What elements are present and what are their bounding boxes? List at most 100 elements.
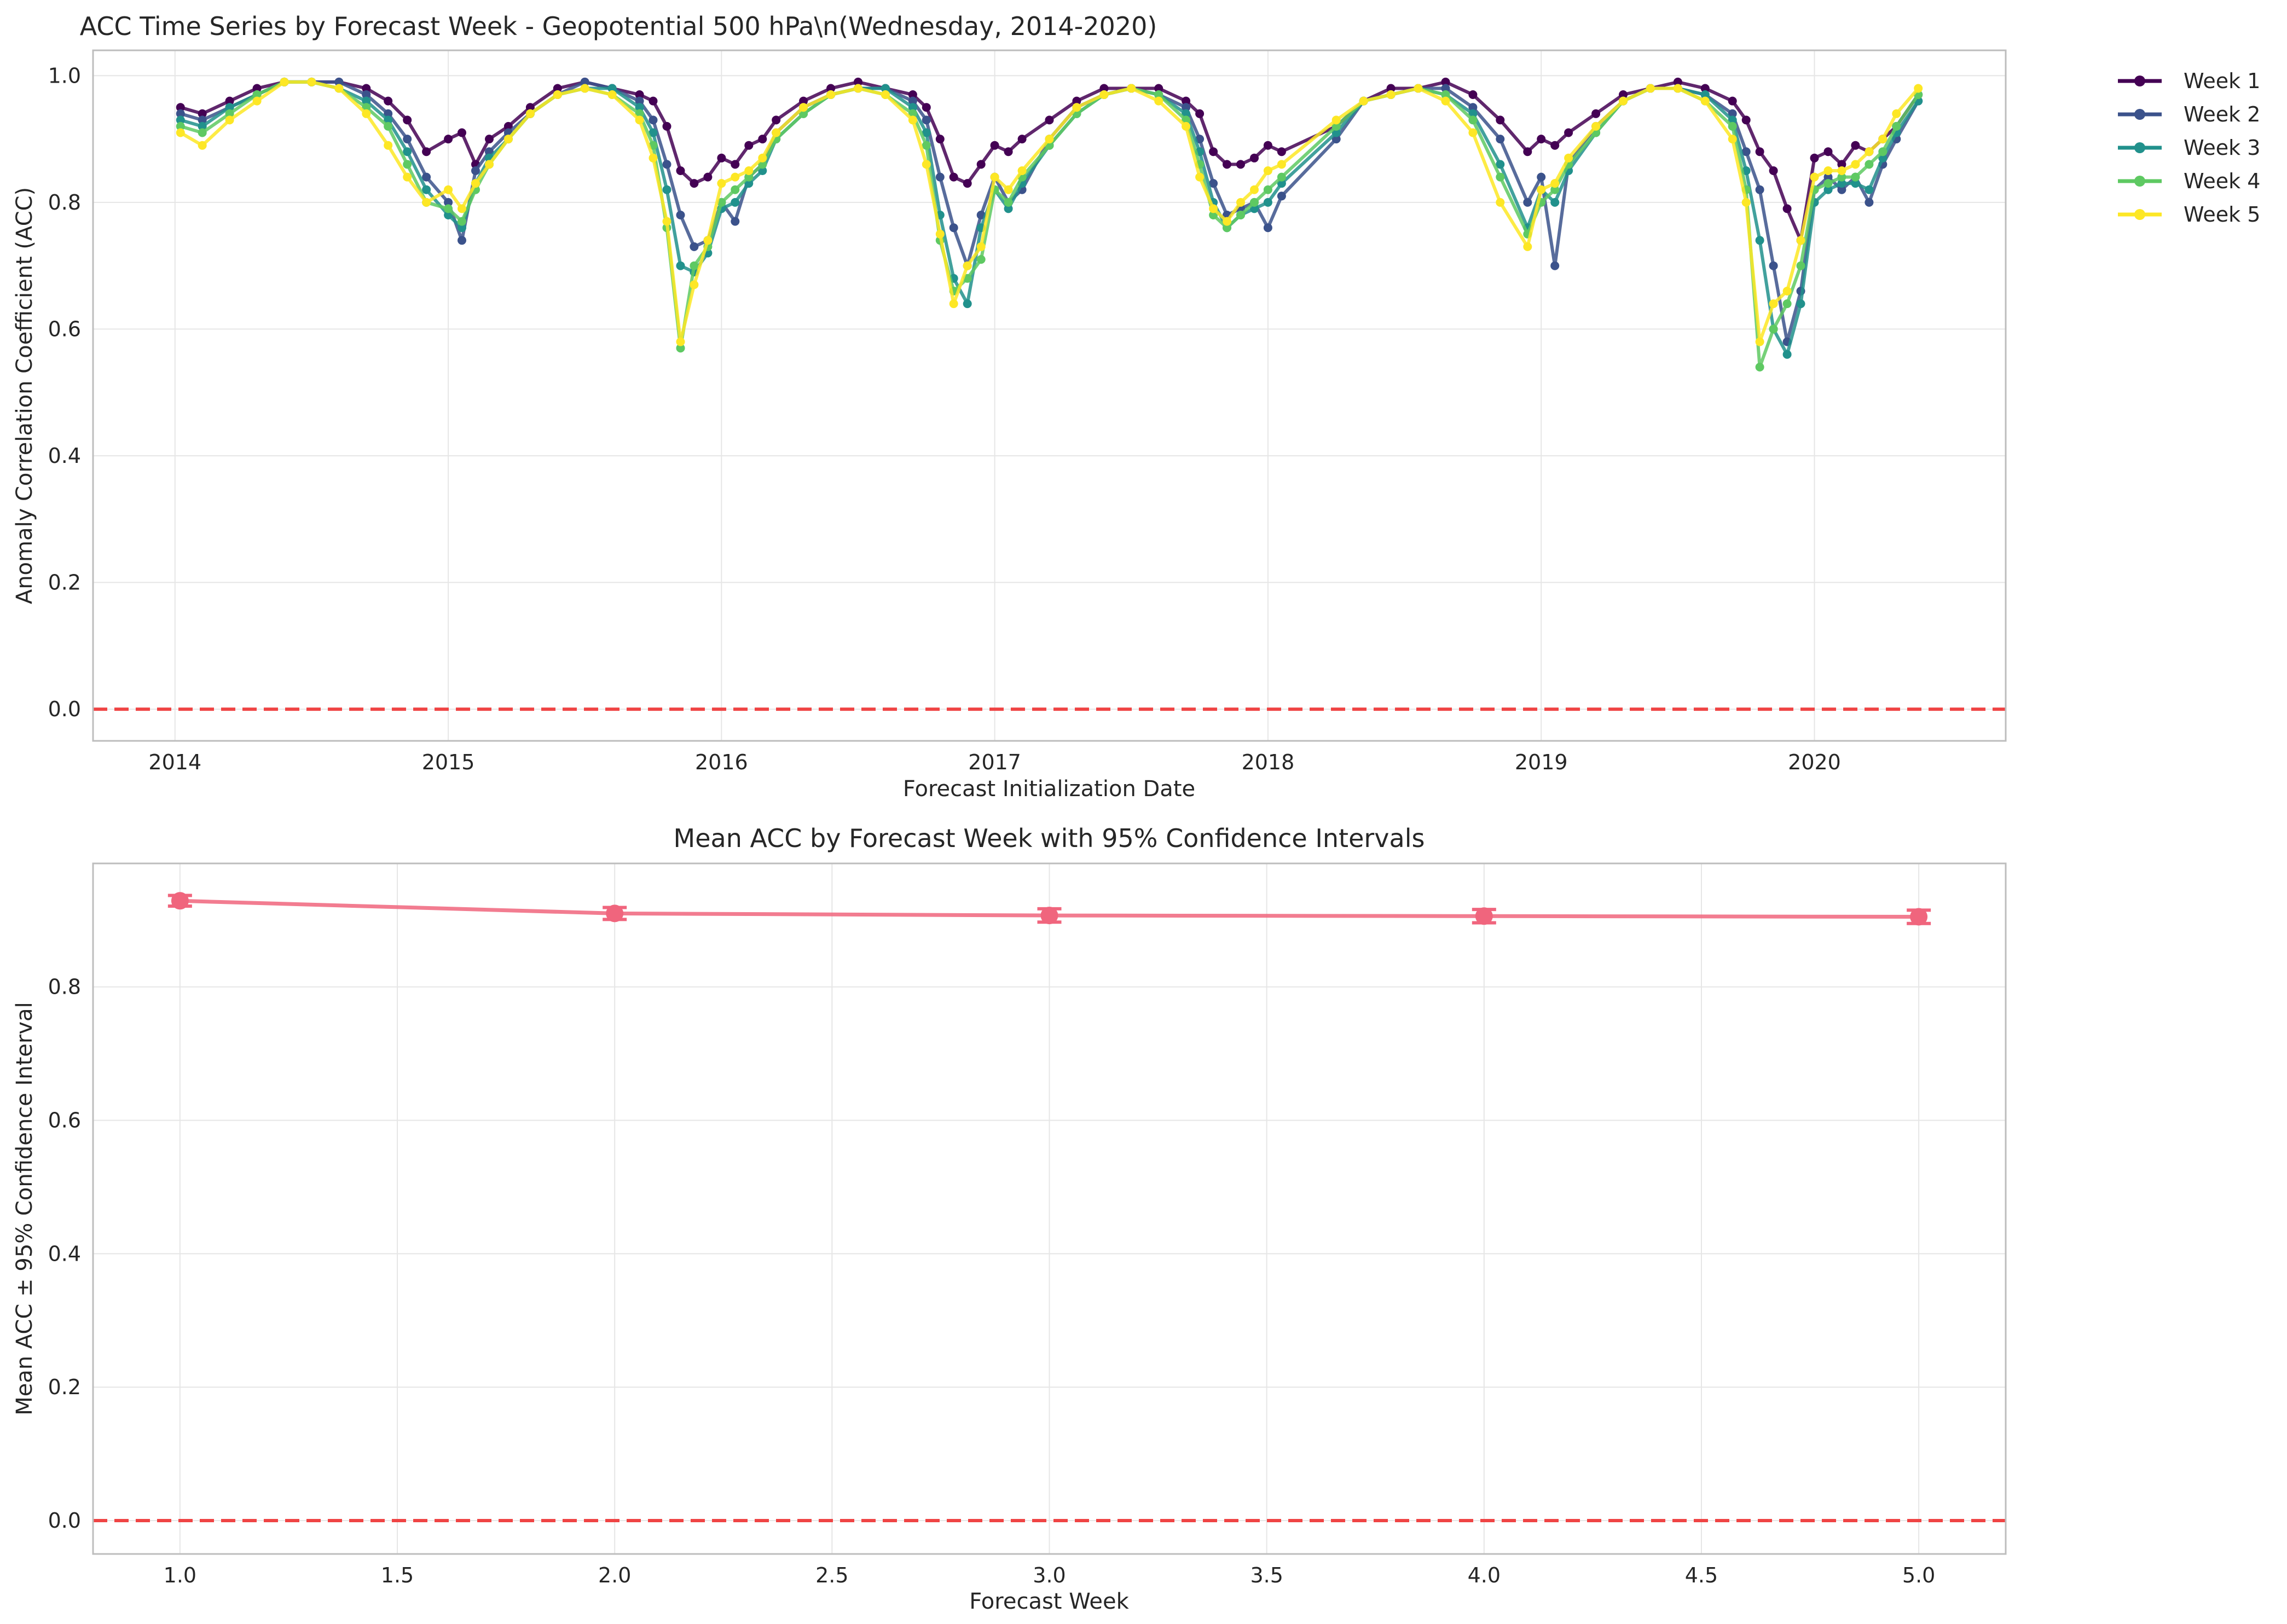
data-point (422, 172, 431, 182)
y-axis-label: Anomaly Correlation Coefficient (ACC) (12, 187, 37, 604)
data-point (606, 904, 624, 923)
data-point (1209, 204, 1218, 213)
data-point (1072, 103, 1081, 112)
data-point (662, 160, 671, 169)
data-point (1223, 160, 1231, 169)
data-point (1468, 128, 1478, 137)
data-point (1782, 287, 1792, 295)
data-point (690, 179, 699, 188)
data-point (1209, 179, 1218, 188)
data-point (1127, 84, 1136, 93)
data-point (1865, 160, 1874, 169)
y-tick-label: 0.6 (48, 317, 81, 341)
data-point (1851, 179, 1860, 188)
data-point (758, 153, 767, 163)
data-point (1182, 121, 1191, 131)
data-point (225, 96, 234, 106)
data-point (1468, 115, 1478, 125)
data-point (1277, 147, 1286, 156)
data-point (1728, 135, 1737, 144)
data-point (662, 185, 671, 194)
data-point (1468, 103, 1478, 112)
data-point (1619, 96, 1628, 106)
data-point (1195, 172, 1205, 182)
legend-label: Week 5 (2184, 202, 2260, 227)
data-point (1475, 907, 1493, 925)
data-point (1619, 90, 1628, 99)
data-point (1769, 299, 1778, 309)
data-point (772, 128, 781, 137)
data-point (922, 115, 931, 125)
data-point (1040, 907, 1058, 925)
data-point (662, 121, 671, 131)
data-point (1865, 185, 1874, 194)
x-tick-label: 4.0 (1468, 1563, 1501, 1587)
data-point (963, 179, 972, 188)
data-point (1250, 185, 1259, 194)
data-point (703, 172, 713, 182)
data-point (963, 261, 972, 270)
data-point (963, 299, 972, 309)
data-point (676, 211, 685, 219)
data-point (1741, 115, 1751, 125)
x-tick-label: 5.0 (1902, 1563, 1935, 1587)
data-point (635, 96, 644, 106)
y-tick-label: 0.8 (48, 975, 81, 999)
data-point (422, 147, 431, 156)
data-point (1892, 121, 1901, 131)
data-point (176, 121, 185, 131)
y-tick-label: 0.0 (48, 697, 81, 721)
x-tick-labels: 2014 2015 2016 2017 2018 2019 2020 (148, 750, 1840, 774)
x-tick-label: 2.5 (815, 1563, 848, 1587)
data-point (935, 229, 945, 239)
y-tick-label: 0.6 (48, 1108, 81, 1132)
data-point (1673, 77, 1682, 86)
data-point (1646, 84, 1655, 93)
data-point (198, 128, 207, 137)
data-point (176, 103, 185, 112)
data-point (799, 96, 808, 106)
data-point (1496, 198, 1505, 207)
data-point (1263, 166, 1272, 175)
data-point (990, 172, 999, 182)
data-point (908, 96, 917, 106)
y-tick-label: 0.0 (48, 1509, 81, 1533)
x-tick-label: 4.5 (1685, 1563, 1718, 1587)
data-point (225, 115, 234, 125)
data-point (1837, 172, 1846, 182)
data-point (881, 90, 890, 99)
data-point (403, 147, 412, 156)
data-point (1700, 96, 1710, 106)
data-point (744, 172, 754, 182)
plot-frame (92, 862, 2007, 1555)
data-point (1523, 147, 1532, 156)
data-point (458, 223, 466, 233)
data-point (1796, 261, 1805, 270)
data-point (1878, 147, 1888, 156)
data-point (403, 115, 412, 125)
x-tick-labels: 1.0 1.5 2.0 2.5 3.0 3.5 4.0 4.5 5.0 (164, 1563, 1936, 1587)
data-point (1523, 198, 1532, 207)
data-point (935, 172, 945, 182)
data-point (334, 84, 344, 93)
x-tick-label: 3.0 (1033, 1563, 1066, 1587)
data-point (717, 153, 726, 163)
data-point (731, 217, 740, 226)
data-point (1837, 160, 1846, 169)
data-point (758, 135, 767, 144)
data-point (1441, 84, 1450, 93)
y-tick-labels: 0.0 0.2 0.4 0.6 0.8 (48, 975, 81, 1533)
data-point (1017, 135, 1027, 144)
data-point (1837, 166, 1846, 175)
data-point (690, 242, 699, 251)
data-point (362, 96, 371, 106)
data-point (1496, 135, 1505, 144)
data-point (1331, 121, 1341, 131)
data-point (1914, 84, 1923, 93)
series-5 (176, 77, 1923, 346)
data-point (976, 255, 986, 264)
data-point (1550, 185, 1560, 194)
data-point (1386, 84, 1396, 93)
data-point (607, 90, 617, 99)
